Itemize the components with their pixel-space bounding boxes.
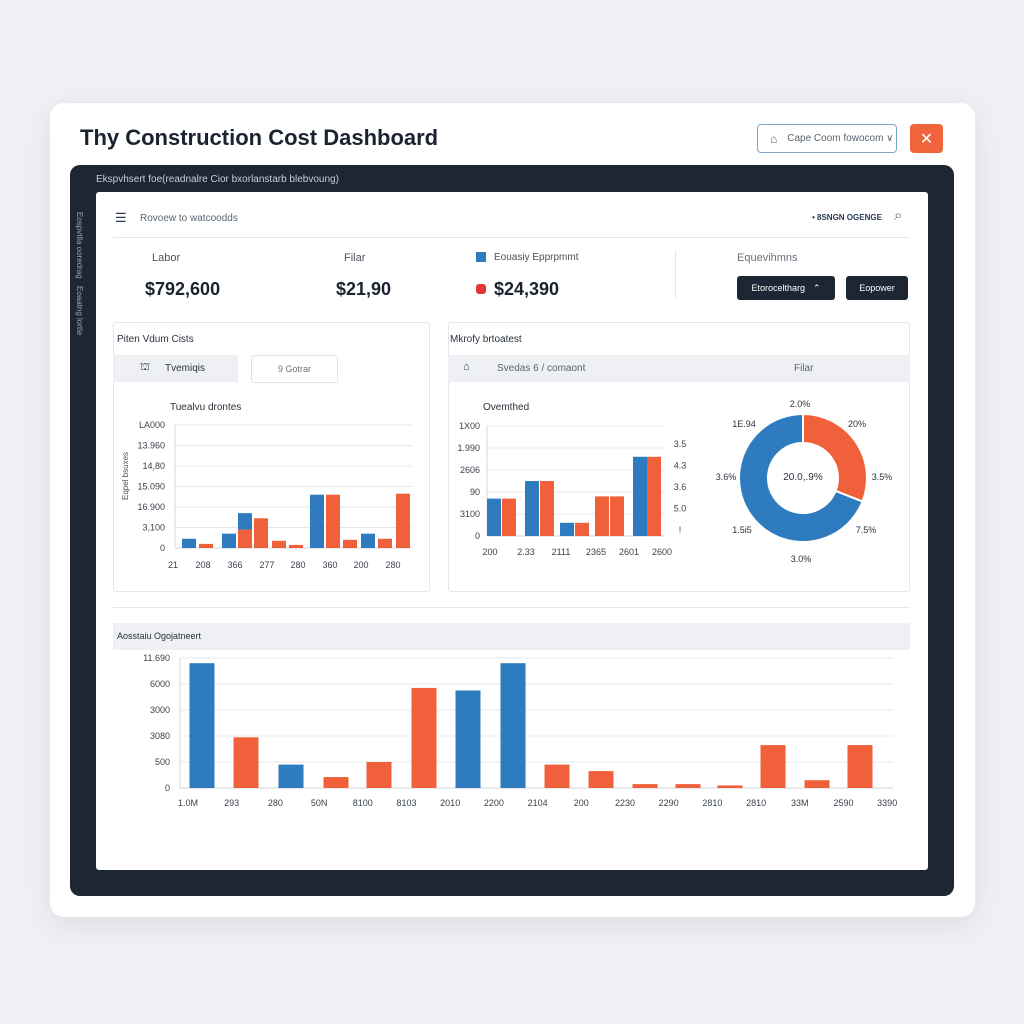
kpi-value: $24,390	[494, 279, 560, 299]
side-label: Eospvtlla ooredrag	[75, 212, 84, 279]
panel-title: Mkrofy brtoatest	[450, 334, 522, 345]
tab-label: Tvemiqis	[165, 363, 206, 374]
alert-dot-icon	[476, 284, 486, 294]
primary-action-button[interactable]: Etoroceltharg ⌃	[737, 276, 835, 300]
filter-bar-label: Svedas 6 / comaont	[497, 363, 586, 374]
home-icon: ⌂	[770, 131, 778, 146]
mid-panel	[448, 322, 910, 592]
divider	[675, 250, 676, 298]
secondary-action-button[interactable]: Eopower	[846, 276, 908, 300]
panel-subtitle: Ekspvhsert foe(readnalre Cior bxorlansta…	[96, 174, 339, 185]
tab-selected[interactable]	[113, 355, 238, 382]
donut-center-label: 20.0,.9%	[783, 472, 823, 483]
actions-label: Equevihmns	[737, 252, 798, 264]
kpi-label: Filar	[344, 252, 366, 264]
divider	[113, 607, 910, 608]
page-title: Thy Construction Cost Dashboard	[80, 125, 439, 150]
chart-title: Tuealvu drontes	[170, 402, 242, 413]
chevron-icon: ⌃	[812, 282, 821, 293]
search-icon[interactable]: ⌕	[894, 207, 903, 224]
bottom-panel-header	[113, 623, 910, 650]
home-icon: ⌂	[463, 361, 470, 373]
kpi-label: Labor	[152, 252, 181, 264]
header-action[interactable]: • 8SNGN OGENGE	[812, 213, 882, 222]
divider	[113, 237, 910, 238]
panel-title: Piten Vdum Cists	[117, 334, 194, 345]
kpi-value: $792,600	[145, 279, 221, 299]
side-label: Eoaatng lortle	[75, 286, 84, 336]
kpi-value: $21,90	[336, 279, 392, 299]
close-button[interactable]: ✕	[910, 124, 943, 153]
menu-icon[interactable]: ☰	[115, 210, 127, 225]
panel-title: Aosstaiu Ogojatneert	[117, 631, 202, 641]
legend-square-icon	[476, 252, 486, 262]
primary-action-label: Etoroceltharg	[751, 283, 805, 293]
tab-other[interactable]: 9 Gotrar	[251, 355, 338, 383]
kpi-label: Eouasiy Epprpmmt	[494, 252, 579, 263]
project-select[interactable]: ⌂ Cape Coom fowocom ∨	[757, 124, 897, 153]
filter-button[interactable]: Filar	[794, 363, 814, 374]
left-panel	[113, 322, 430, 592]
breadcrumb: Rovoew to watcoodds	[140, 213, 238, 224]
chart-title: Ovemthed	[483, 402, 530, 413]
filter-bar	[448, 355, 910, 382]
user-icon: ⛫	[140, 361, 151, 373]
y-axis-label: Eqpel bsuxes	[121, 451, 130, 500]
project-select-label: Cape Coom fowocom ∨	[787, 133, 894, 144]
